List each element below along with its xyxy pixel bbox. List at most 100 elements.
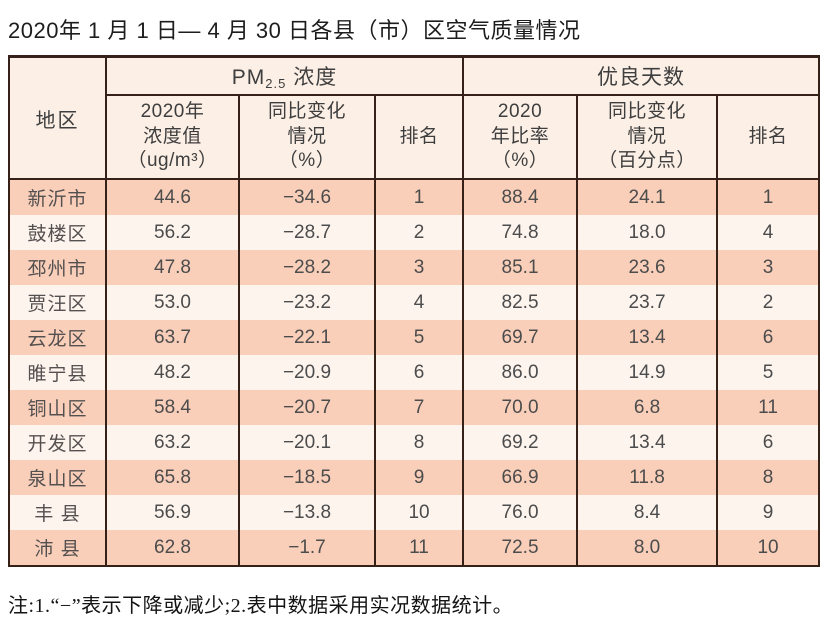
good-ratio-cell: 82.5 bbox=[462, 285, 579, 320]
pm-value-cell: 48.2 bbox=[105, 355, 240, 390]
table-row: 沛 县 62.8 −1.7 11 72.5 8.0 10 bbox=[8, 530, 821, 566]
pm-rank-cell: 10 bbox=[373, 495, 465, 530]
pm-change-cell: −1.7 bbox=[238, 530, 376, 566]
region-cell: 贾汪区 bbox=[8, 285, 107, 320]
good-change-cell: 18.0 bbox=[576, 215, 719, 250]
good-change-cell: 23.7 bbox=[576, 285, 719, 320]
column-header-pm-change: 同比变化 情况 （%） bbox=[238, 95, 376, 180]
pm-label-subscript: 2.5 bbox=[265, 76, 287, 91]
table-row: 鼓楼区 56.2 −28.7 2 74.8 18.0 4 bbox=[8, 215, 821, 250]
pm-rank-cell: 1 bbox=[373, 179, 465, 215]
good-ratio-cell: 70.0 bbox=[462, 390, 579, 425]
good-ratio-cell: 85.1 bbox=[462, 250, 579, 285]
pm-value-cell: 62.8 bbox=[105, 530, 240, 566]
column-header-region: 地区 bbox=[8, 56, 107, 180]
good-change-cell: 24.1 bbox=[576, 179, 719, 215]
column-header-good-change: 同比变化 情况 （百分点） bbox=[576, 95, 719, 180]
good-rank-cell: 1 bbox=[716, 179, 821, 215]
good-change-cell: 6.8 bbox=[576, 390, 719, 425]
good-ratio-cell: 74.8 bbox=[462, 215, 579, 250]
table-row: 云龙区 63.7 −22.1 5 69.7 13.4 6 bbox=[8, 320, 821, 355]
table-header: 地区 PM2.5 浓度 优良天数 2020年 浓度值 （ug/m³） 同比变化 … bbox=[8, 56, 821, 180]
good-rank-cell: 11 bbox=[716, 390, 821, 425]
pm-rank-cell: 11 bbox=[373, 530, 465, 566]
pm-change-cell: −20.9 bbox=[238, 355, 376, 390]
good-ratio-cell: 76.0 bbox=[462, 495, 579, 530]
region-cell: 睢宁县 bbox=[8, 355, 107, 390]
pm-rank-cell: 9 bbox=[373, 460, 465, 495]
pm-value-cell: 63.2 bbox=[105, 425, 240, 460]
good-rank-cell: 3 bbox=[716, 250, 821, 285]
pm-change-cell: −13.8 bbox=[238, 495, 376, 530]
pm-rank-cell: 3 bbox=[373, 250, 465, 285]
table-row: 新沂市 44.6 −34.6 1 88.4 24.1 1 bbox=[8, 179, 821, 215]
pm-rank-cell: 4 bbox=[373, 285, 465, 320]
air-quality-table: 地区 PM2.5 浓度 优良天数 2020年 浓度值 （ug/m³） 同比变化 … bbox=[8, 55, 821, 567]
good-ratio-cell: 86.0 bbox=[462, 355, 579, 390]
pm-rank-cell: 5 bbox=[373, 320, 465, 355]
page-title: 2020年 1 月 1 日— 4 月 30 日各县（市）区空气质量情况 bbox=[8, 18, 581, 43]
good-rank-cell: 5 bbox=[716, 355, 821, 390]
pm-value-cell: 63.7 bbox=[105, 320, 240, 355]
pm-value-cell: 56.2 bbox=[105, 215, 240, 250]
column-group-pm25: PM2.5 浓度 bbox=[104, 56, 465, 96]
good-change-cell: 13.4 bbox=[576, 320, 719, 355]
good-rank-cell: 4 bbox=[716, 215, 821, 250]
table-row: 开发区 63.2 −20.1 8 69.2 13.4 6 bbox=[8, 425, 821, 460]
region-cell: 新沂市 bbox=[8, 179, 107, 215]
good-rank-cell: 6 bbox=[716, 320, 821, 355]
table-row: 丰 县 56.9 −13.8 10 76.0 8.4 9 bbox=[8, 495, 821, 530]
good-change-cell: 8.0 bbox=[576, 530, 719, 566]
pm-label-post: 浓度 bbox=[286, 66, 338, 89]
good-rank-cell: 6 bbox=[716, 425, 821, 460]
pm-value-cell: 56.9 bbox=[105, 495, 240, 530]
good-change-cell: 8.4 bbox=[576, 495, 719, 530]
pm-change-cell: −18.5 bbox=[238, 460, 376, 495]
region-cell: 邳州市 bbox=[8, 250, 107, 285]
pm-value-cell: 44.6 bbox=[105, 179, 240, 215]
column-group-good-days: 优良天数 bbox=[462, 56, 821, 96]
good-change-cell: 14.9 bbox=[576, 355, 719, 390]
good-change-cell: 13.4 bbox=[576, 425, 719, 460]
table-row: 邳州市 47.8 −28.2 3 85.1 23.6 3 bbox=[8, 250, 821, 285]
good-rank-cell: 10 bbox=[716, 530, 821, 566]
table-row: 贾汪区 53.0 −23.2 4 82.5 23.7 2 bbox=[8, 285, 821, 320]
pm-label-pre: PM bbox=[231, 66, 266, 89]
region-cell: 鼓楼区 bbox=[8, 215, 107, 250]
good-change-cell: 23.6 bbox=[576, 250, 719, 285]
pm-change-cell: −28.7 bbox=[238, 215, 376, 250]
pm-change-cell: −28.2 bbox=[238, 250, 376, 285]
pm-change-cell: −20.1 bbox=[238, 425, 376, 460]
pm-rank-cell: 7 bbox=[373, 390, 465, 425]
region-cell: 开发区 bbox=[8, 425, 107, 460]
good-change-cell: 11.8 bbox=[576, 460, 719, 495]
good-ratio-cell: 66.9 bbox=[462, 460, 579, 495]
column-header-pm-rank: 排名 bbox=[373, 95, 465, 180]
pm-value-cell: 65.8 bbox=[105, 460, 240, 495]
pm-value-cell: 58.4 bbox=[105, 390, 240, 425]
column-header-pm-value: 2020年 浓度值 （ug/m³） bbox=[105, 95, 240, 180]
column-header-good-ratio: 2020 年比率 （%） bbox=[462, 95, 579, 180]
table-row: 睢宁县 48.2 −20.9 6 86.0 14.9 5 bbox=[8, 355, 821, 390]
pm-change-cell: −22.1 bbox=[238, 320, 376, 355]
pm-value-cell: 47.8 bbox=[105, 250, 240, 285]
pm-rank-cell: 6 bbox=[373, 355, 465, 390]
pm-change-cell: −34.6 bbox=[238, 179, 376, 215]
pm-change-cell: −23.2 bbox=[238, 285, 376, 320]
pm-rank-cell: 8 bbox=[373, 425, 465, 460]
good-rank-cell: 9 bbox=[716, 495, 821, 530]
good-ratio-cell: 72.5 bbox=[462, 530, 579, 566]
footnote: 注:1.“−”表示下降或减少;2.表中数据采用实况数据统计。 bbox=[8, 595, 514, 617]
region-cell: 铜山区 bbox=[8, 390, 107, 425]
good-rank-cell: 8 bbox=[716, 460, 821, 495]
region-cell: 丰 县 bbox=[8, 495, 107, 530]
region-cell: 沛 县 bbox=[8, 530, 107, 566]
good-ratio-cell: 88.4 bbox=[462, 179, 579, 215]
pm-rank-cell: 2 bbox=[373, 215, 465, 250]
column-header-good-rank: 排名 bbox=[716, 95, 821, 180]
region-cell: 云龙区 bbox=[8, 320, 107, 355]
good-ratio-cell: 69.7 bbox=[462, 320, 579, 355]
region-cell: 泉山区 bbox=[8, 460, 107, 495]
table-row: 铜山区 58.4 −20.7 7 70.0 6.8 11 bbox=[8, 390, 821, 425]
